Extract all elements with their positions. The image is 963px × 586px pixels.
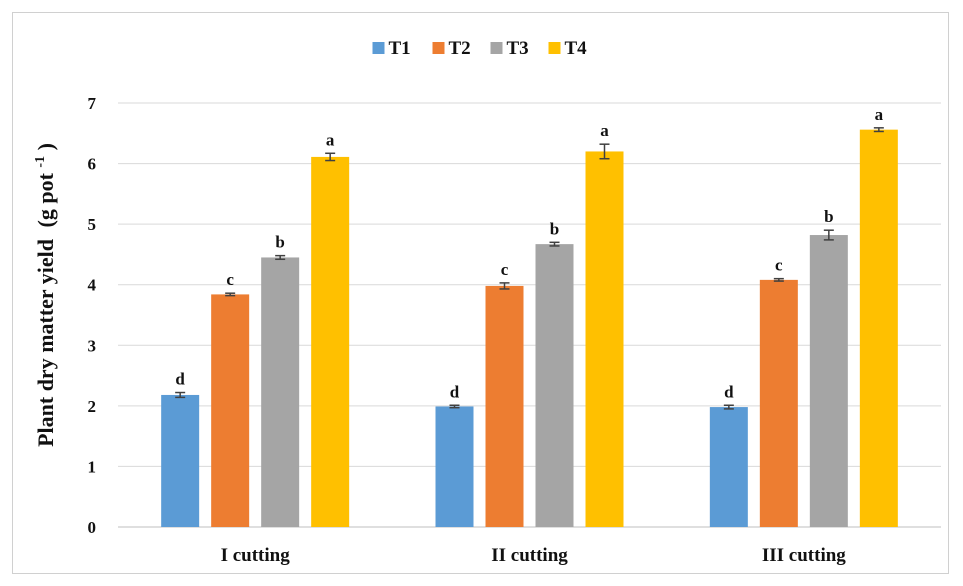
bar-t4-2 — [585, 151, 624, 527]
y-tick-label: 6 — [88, 155, 97, 174]
x-category-label: II cutting — [491, 545, 568, 566]
legend-swatch-t2 — [432, 42, 445, 54]
significance-letter: c — [775, 256, 783, 275]
legend-label-t1: T1 — [389, 38, 411, 59]
legend-swatch-t1 — [372, 42, 385, 54]
legend-label-t3: T3 — [507, 38, 529, 59]
bar-chart: 0 1 2 3 4 5 6 7 d c b a d c b a d c b a I cutting II cuttin… — [24, 38, 941, 566]
significance-letter: d — [450, 382, 460, 401]
legend-swatch-t3 — [490, 42, 503, 54]
bar-t3-2 — [535, 244, 574, 528]
y-tick-label: 4 — [88, 276, 97, 295]
y-tick-label: 2 — [88, 397, 97, 416]
significance-letter: c — [226, 270, 234, 289]
significance-letter: b — [550, 219, 559, 238]
significance-letter: a — [326, 130, 335, 149]
x-axis-categories: I cutting II cutting III cutting — [221, 545, 847, 566]
bar-t3-3 — [809, 235, 848, 527]
y-axis-label: Plant dry matter yield (g pot -1 ) — [24, 143, 58, 447]
significance-letter: d — [724, 382, 734, 401]
bar-t1-1 — [161, 394, 200, 527]
significance-letter: a — [875, 105, 884, 124]
significance-letter: b — [824, 207, 833, 226]
chart-frame: 0 1 2 3 4 5 6 7 d c b a d c b a d c b a I cutting II cuttin… — [12, 12, 949, 574]
bar-t1-2 — [435, 406, 474, 527]
y-tick-label: 5 — [88, 215, 97, 234]
bar-t3-1 — [261, 257, 300, 527]
legend-swatch-t4 — [548, 42, 561, 54]
bar-t1-3 — [709, 407, 748, 527]
significance-letter: c — [501, 260, 509, 279]
significance-letter: a — [600, 121, 609, 140]
legend-label-t4: T4 — [565, 38, 588, 59]
y-tick-label: 7 — [88, 94, 97, 113]
bar-t4-3 — [859, 129, 898, 527]
x-category-label: I cutting — [221, 545, 291, 566]
y-tick-label: 0 — [88, 518, 97, 537]
bar-t4-1 — [311, 156, 350, 527]
y-tick-label: 3 — [88, 336, 97, 355]
legend-label-t2: T2 — [449, 38, 471, 59]
bars: d c b a d c b a d c b a — [161, 105, 898, 528]
bar-t2-1 — [211, 294, 250, 527]
significance-letter: b — [275, 233, 284, 252]
y-axis-ticks: 0 1 2 3 4 5 6 7 — [88, 94, 97, 537]
x-category-label: III cutting — [762, 545, 846, 566]
bar-t2-3 — [759, 279, 798, 527]
legend: T1 T2 T3 T4 — [372, 38, 588, 59]
significance-letter: d — [175, 370, 185, 389]
y-tick-label: 1 — [88, 457, 97, 476]
bar-t2-2 — [485, 285, 524, 527]
gridlines — [118, 102, 941, 528]
